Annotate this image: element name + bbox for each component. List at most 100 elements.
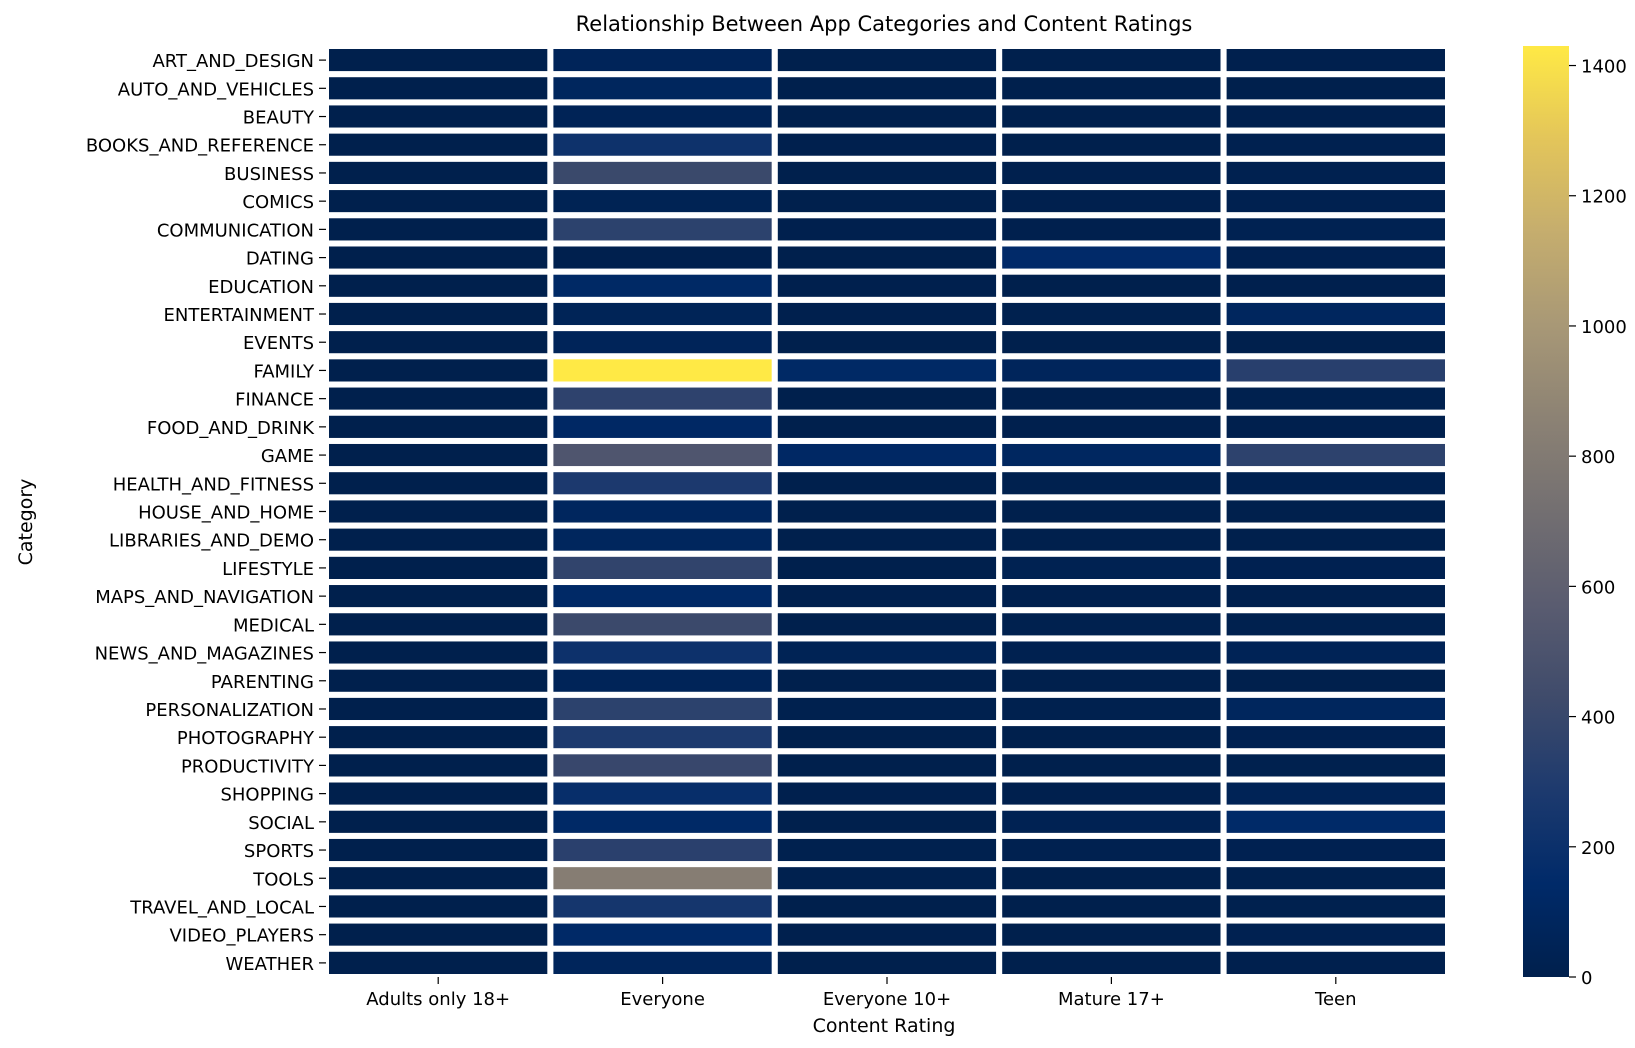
y-tick-labels: ART_AND_DESIGN AUTO_AND_VEHICLES BEAUTY BOO… bbox=[86, 51, 326, 975]
heatmap-cell-personalization-mature-17 bbox=[996, 691, 1227, 727]
y-tick-label: VIDEO_PLAYERS bbox=[169, 926, 314, 947]
heatmap-cell-dating-adults-only-18 bbox=[323, 240, 554, 275]
colorbar-tick-label: 0 bbox=[1581, 968, 1592, 989]
heatmap-cell-food-and-drink-adults-only-18 bbox=[323, 409, 554, 444]
y-tick-label: PARENTING bbox=[211, 672, 314, 693]
heatmap-cell-tools-everyone-10 bbox=[771, 861, 1003, 896]
heatmap-cell-beauty-teen bbox=[1220, 99, 1451, 134]
heatmap-cell-education-everyone bbox=[547, 268, 778, 303]
heatmap-cell-medical-everyone bbox=[547, 607, 778, 642]
colorbar-tick-label: 400 bbox=[1581, 708, 1615, 729]
heatmap-cell-tools-teen bbox=[1220, 861, 1451, 896]
heatmap-cell-finance-everyone bbox=[547, 381, 778, 416]
chart-title: Relationship Between App Categories and … bbox=[576, 12, 1193, 36]
heatmap-cell-comics-everyone bbox=[547, 184, 778, 219]
heatmap-cell-events-everyone bbox=[547, 325, 778, 360]
y-tick-label: FOOD_AND_DRINK bbox=[147, 418, 315, 439]
heatmap-cell-photography-mature-17 bbox=[996, 720, 1227, 755]
heatmap-cell-libraries-and-demo-mature-17 bbox=[996, 522, 1227, 557]
heatmap-cell-auto-and-vehicles-everyone-10 bbox=[771, 71, 1003, 106]
heatmap-cell-food-and-drink-everyone-10 bbox=[771, 409, 1003, 444]
y-tick-label: TOOLS bbox=[252, 869, 314, 890]
heatmap-cell-weather-everyone-10 bbox=[771, 945, 1003, 981]
heatmap-cell-productivity-teen bbox=[1220, 748, 1451, 783]
y-tick-label: LIFESTYLE bbox=[222, 559, 314, 580]
heatmap-cell-entertainment-everyone-10 bbox=[771, 296, 1003, 332]
heatmap-cell-food-and-drink-mature-17 bbox=[996, 409, 1227, 444]
heatmap-cell-house-and-home-adults-only-18 bbox=[323, 494, 554, 529]
heatmap-cell-sports-teen bbox=[1220, 832, 1451, 868]
heatmap-cell-house-and-home-everyone-10 bbox=[771, 494, 1003, 529]
heatmap-cell-finance-mature-17 bbox=[996, 381, 1227, 416]
heatmap-cell-family-everyone bbox=[547, 353, 778, 388]
x-tick-label: Everyone 10+ bbox=[823, 989, 951, 1010]
colorbar-tick-label: 600 bbox=[1581, 577, 1615, 598]
heatmap-cell-news-and-magazines-everyone-10 bbox=[771, 635, 1003, 670]
colorbar-tick-label: 1200 bbox=[1581, 187, 1627, 208]
heatmap-cell-lifestyle-everyone-10 bbox=[771, 550, 1003, 586]
heatmap-cell-game-teen bbox=[1220, 437, 1451, 473]
heatmap-cell-auto-and-vehicles-everyone bbox=[547, 71, 778, 106]
heatmap-cell-health-and-fitness-mature-17 bbox=[996, 466, 1227, 501]
heatmap-cell-personalization-everyone-10 bbox=[771, 691, 1003, 727]
y-tick-label: DATING bbox=[246, 249, 314, 270]
heatmap-cell-video-players-adults-only-18 bbox=[323, 917, 554, 952]
y-tick-label: AUTO_AND_VEHICLES bbox=[118, 79, 314, 100]
heatmap-cell-game-adults-only-18 bbox=[323, 437, 554, 473]
heatmap-cell-photography-teen bbox=[1220, 720, 1451, 755]
heatmap-cell-parenting-adults-only-18 bbox=[323, 663, 554, 698]
heatmap-cell-medical-adults-only-18 bbox=[323, 607, 554, 642]
heatmap-cell-sports-mature-17 bbox=[996, 832, 1227, 868]
heatmap-cell-entertainment-everyone bbox=[547, 296, 778, 332]
heatmap-cell-productivity-everyone-10 bbox=[771, 748, 1003, 783]
x-tick-labels: Adults only 18+ Everyone Everyone 10+ Matur… bbox=[366, 977, 1357, 1010]
heatmap-cell-business-teen bbox=[1220, 155, 1451, 191]
y-tick-label: TRAVEL_AND_LOCAL bbox=[129, 897, 314, 918]
heatmap-cell-personalization-teen bbox=[1220, 691, 1451, 727]
heatmap-cell-tools-mature-17 bbox=[996, 861, 1227, 896]
heatmap-cell-maps-and-navigation-adults-only-18 bbox=[323, 579, 554, 614]
heatmap-cell-dating-mature-17 bbox=[996, 240, 1227, 275]
y-tick-label: EVENTS bbox=[243, 333, 314, 354]
heatmap-cell-communication-mature-17 bbox=[996, 212, 1227, 247]
heatmap-cell-entertainment-mature-17 bbox=[996, 296, 1227, 332]
x-tick-label: Teen bbox=[1314, 989, 1357, 1010]
y-tick-label: MEDICAL bbox=[233, 615, 314, 636]
heatmap-cell-shopping-everyone-10 bbox=[771, 776, 1003, 811]
heatmap-cell-books-and-reference-everyone bbox=[547, 127, 778, 162]
heatmap-cell-comics-mature-17 bbox=[996, 184, 1227, 219]
y-tick-label: HEALTH_AND_FITNESS bbox=[113, 474, 314, 495]
heatmap-cell-photography-everyone bbox=[547, 720, 778, 755]
heatmap-cell-auto-and-vehicles-teen bbox=[1220, 71, 1451, 106]
heatmap-cell-lifestyle-adults-only-18 bbox=[323, 550, 554, 586]
colorbar-tick-label: 1000 bbox=[1581, 317, 1627, 338]
heatmap-cell-weather-mature-17 bbox=[996, 945, 1227, 981]
y-tick-label: FINANCE bbox=[235, 390, 314, 411]
heatmap-cell-social-everyone-10 bbox=[771, 804, 1003, 839]
heatmap-cell-lifestyle-mature-17 bbox=[996, 550, 1227, 586]
y-tick-label: FAMILY bbox=[254, 361, 315, 382]
heatmap-cell-tools-everyone bbox=[547, 861, 778, 896]
heatmap-cell-parenting-everyone bbox=[547, 663, 778, 698]
heatmap-cell-communication-everyone bbox=[547, 212, 778, 247]
heatmap-cell-libraries-and-demo-teen bbox=[1220, 522, 1451, 557]
heatmap-cell-productivity-mature-17 bbox=[996, 748, 1227, 783]
heatmap-cell-events-everyone-10 bbox=[771, 325, 1003, 360]
heatmap-cell-beauty-everyone bbox=[547, 99, 778, 134]
heatmap-cell-auto-and-vehicles-adults-only-18 bbox=[323, 71, 554, 106]
heatmap-cell-food-and-drink-everyone bbox=[547, 409, 778, 444]
heatmap-cell-social-mature-17 bbox=[996, 804, 1227, 839]
y-tick-label: WEATHER bbox=[226, 954, 315, 975]
colorbar-tick-label: 1400 bbox=[1581, 57, 1627, 78]
heatmap-cell-house-and-home-mature-17 bbox=[996, 494, 1227, 529]
y-tick-label: ART_AND_DESIGN bbox=[152, 51, 314, 72]
heatmap-cell-social-adults-only-18 bbox=[323, 804, 554, 839]
heatmap-cell-books-and-reference-adults-only-18 bbox=[323, 127, 554, 162]
heatmap-cell-productivity-everyone bbox=[547, 748, 778, 783]
heatmap-cell-video-players-everyone bbox=[547, 917, 778, 952]
heatmap-cell-medical-mature-17 bbox=[996, 607, 1227, 642]
heatmap-cell-travel-and-local-mature-17 bbox=[996, 889, 1227, 924]
heatmap-cell-news-and-magazines-mature-17 bbox=[996, 635, 1227, 670]
heatmap-cell-health-and-fitness-teen bbox=[1220, 466, 1451, 501]
y-axis-label: Category bbox=[15, 479, 37, 566]
